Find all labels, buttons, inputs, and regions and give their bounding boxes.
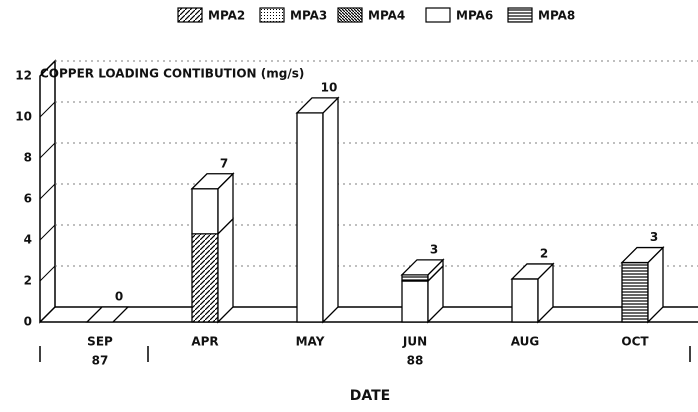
x-tick-label: SEP <box>87 335 113 349</box>
x-tick-label: OCT <box>621 335 649 349</box>
floor <box>40 306 698 323</box>
x-tick-label: AUG <box>511 335 540 349</box>
tick-mark <box>39 306 56 323</box>
bar-top <box>400 259 445 276</box>
x-tick-label: 87 <box>92 354 109 368</box>
legend-label: MPA3 <box>290 9 327 23</box>
total-label: 3 <box>430 242 438 256</box>
y-tick-label: 0 <box>24 315 32 329</box>
tick-mark <box>39 142 56 159</box>
separators <box>39 346 691 362</box>
x-axis-label: DATE <box>350 388 390 404</box>
total-label: 2 <box>540 246 548 260</box>
total-label: 10 <box>321 80 338 94</box>
x-tick-label: APR <box>191 335 218 349</box>
chart-title: COPPER LOADING CONTIBUTION (mg/s) <box>40 67 304 81</box>
legend-swatch <box>425 7 451 23</box>
y-tick-label: 10 <box>15 110 32 124</box>
total-label: 0 <box>115 290 123 304</box>
bar-top <box>510 263 555 280</box>
y-tick-label: 6 <box>24 192 32 206</box>
tick-mark <box>39 60 56 77</box>
tick-mark <box>39 183 56 200</box>
bar-segment <box>191 233 219 323</box>
legend-swatch <box>259 7 285 23</box>
bar-segment <box>191 188 219 235</box>
tick-mark <box>39 101 56 118</box>
bar-segment <box>296 112 324 323</box>
total-label: 3 <box>650 230 658 244</box>
y-tick-label: 4 <box>24 233 32 247</box>
tick-mark <box>39 224 56 241</box>
y-tick-label: 2 <box>24 274 32 288</box>
legend-swatch <box>507 7 533 23</box>
y-tick-label: 8 <box>24 151 32 165</box>
legend-label: MPA4 <box>368 9 405 23</box>
bar-segment <box>401 280 429 323</box>
bar-top <box>190 173 235 190</box>
x-tick-label: JUN <box>402 335 427 349</box>
bar-side <box>322 96 339 324</box>
bar-top <box>295 97 340 114</box>
bar-segment <box>621 261 649 323</box>
x-tick-label: 88 <box>407 354 424 368</box>
legend-label: MPA2 <box>208 9 245 23</box>
x-tick-label: MAY <box>296 335 325 349</box>
bar-segment <box>401 274 429 282</box>
legend-swatch <box>337 7 363 23</box>
bar-top <box>620 246 665 264</box>
legend-label: MPA6 <box>456 9 493 23</box>
legend-swatch <box>177 7 203 23</box>
tick-mark <box>39 265 56 282</box>
bar-segment <box>511 278 539 323</box>
total-label: 7 <box>220 156 228 170</box>
bar-top <box>85 306 130 323</box>
y-tick-label: 12 <box>15 69 32 83</box>
bar-side <box>217 217 234 324</box>
legend-label: MPA8 <box>538 9 575 23</box>
